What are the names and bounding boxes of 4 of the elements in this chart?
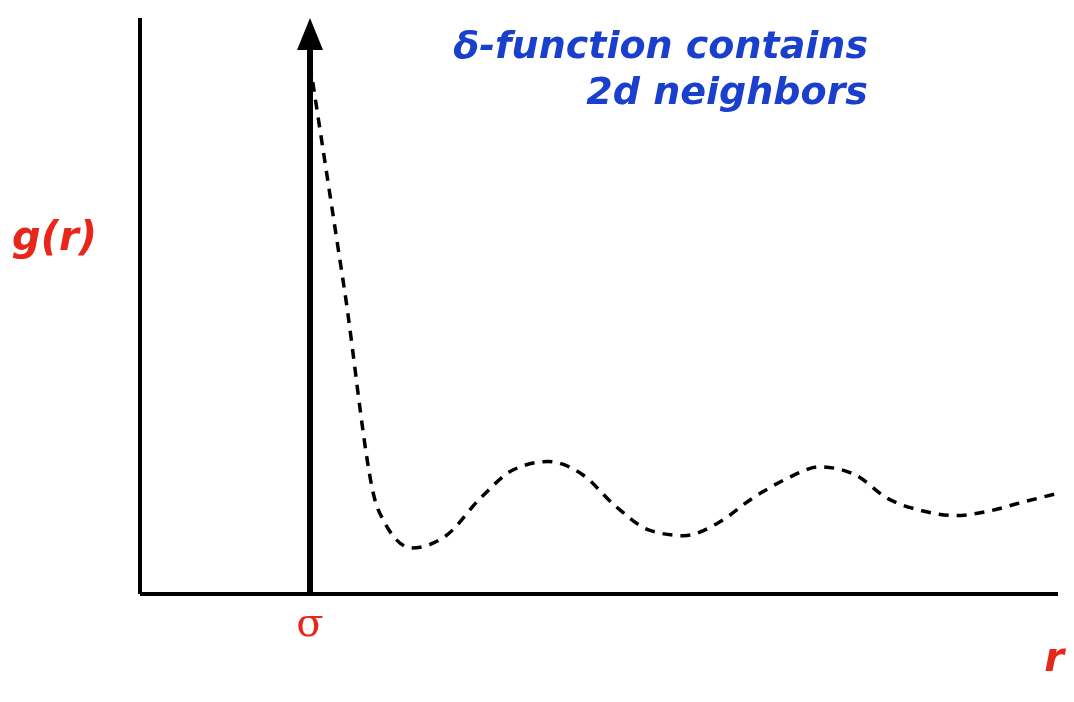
- x-axis-title: r: [1044, 634, 1064, 680]
- annotation: δ-function contains 2d neighbors: [452, 22, 868, 114]
- y-axis-title: g(r): [12, 213, 97, 259]
- text: σ: [296, 599, 324, 645]
